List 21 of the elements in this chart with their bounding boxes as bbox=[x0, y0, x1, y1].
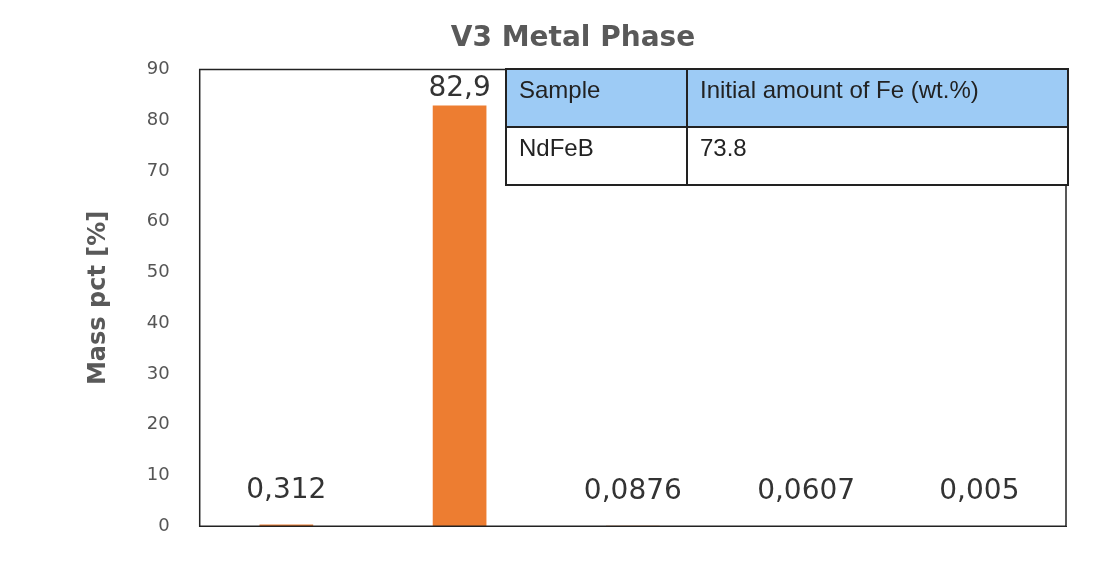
y-tick-label: 0 bbox=[158, 513, 170, 535]
y-tick-label: 80 bbox=[146, 108, 170, 130]
data-label: 0,0607 bbox=[757, 473, 856, 507]
data-label: 0,312 bbox=[246, 471, 327, 505]
data-label: 0,005 bbox=[939, 473, 1020, 507]
y-axis-title: Mass pct [%] bbox=[82, 210, 111, 386]
data-label: 82,9 bbox=[428, 69, 491, 103]
y-tick-label: 90 bbox=[146, 57, 170, 79]
y-tick-label: 30 bbox=[146, 361, 170, 383]
annotation: Sample bbox=[506, 69, 687, 127]
chart-title: V3 Metal Phase bbox=[450, 20, 696, 54]
y-tick-label: 10 bbox=[146, 463, 170, 485]
annotation: 73.8 bbox=[687, 127, 1068, 185]
y-tick-label: 70 bbox=[146, 158, 170, 180]
y-tick-label: 60 bbox=[146, 209, 170, 231]
annotation: Initial amount of Fe (wt.%) bbox=[687, 69, 1068, 127]
y-tick-label: 40 bbox=[146, 310, 170, 332]
y-tick-label: 20 bbox=[146, 412, 170, 434]
data-label: 0,0876 bbox=[583, 473, 682, 507]
annotation: NdFeB bbox=[506, 127, 687, 185]
y-tick-label: 50 bbox=[146, 260, 170, 282]
